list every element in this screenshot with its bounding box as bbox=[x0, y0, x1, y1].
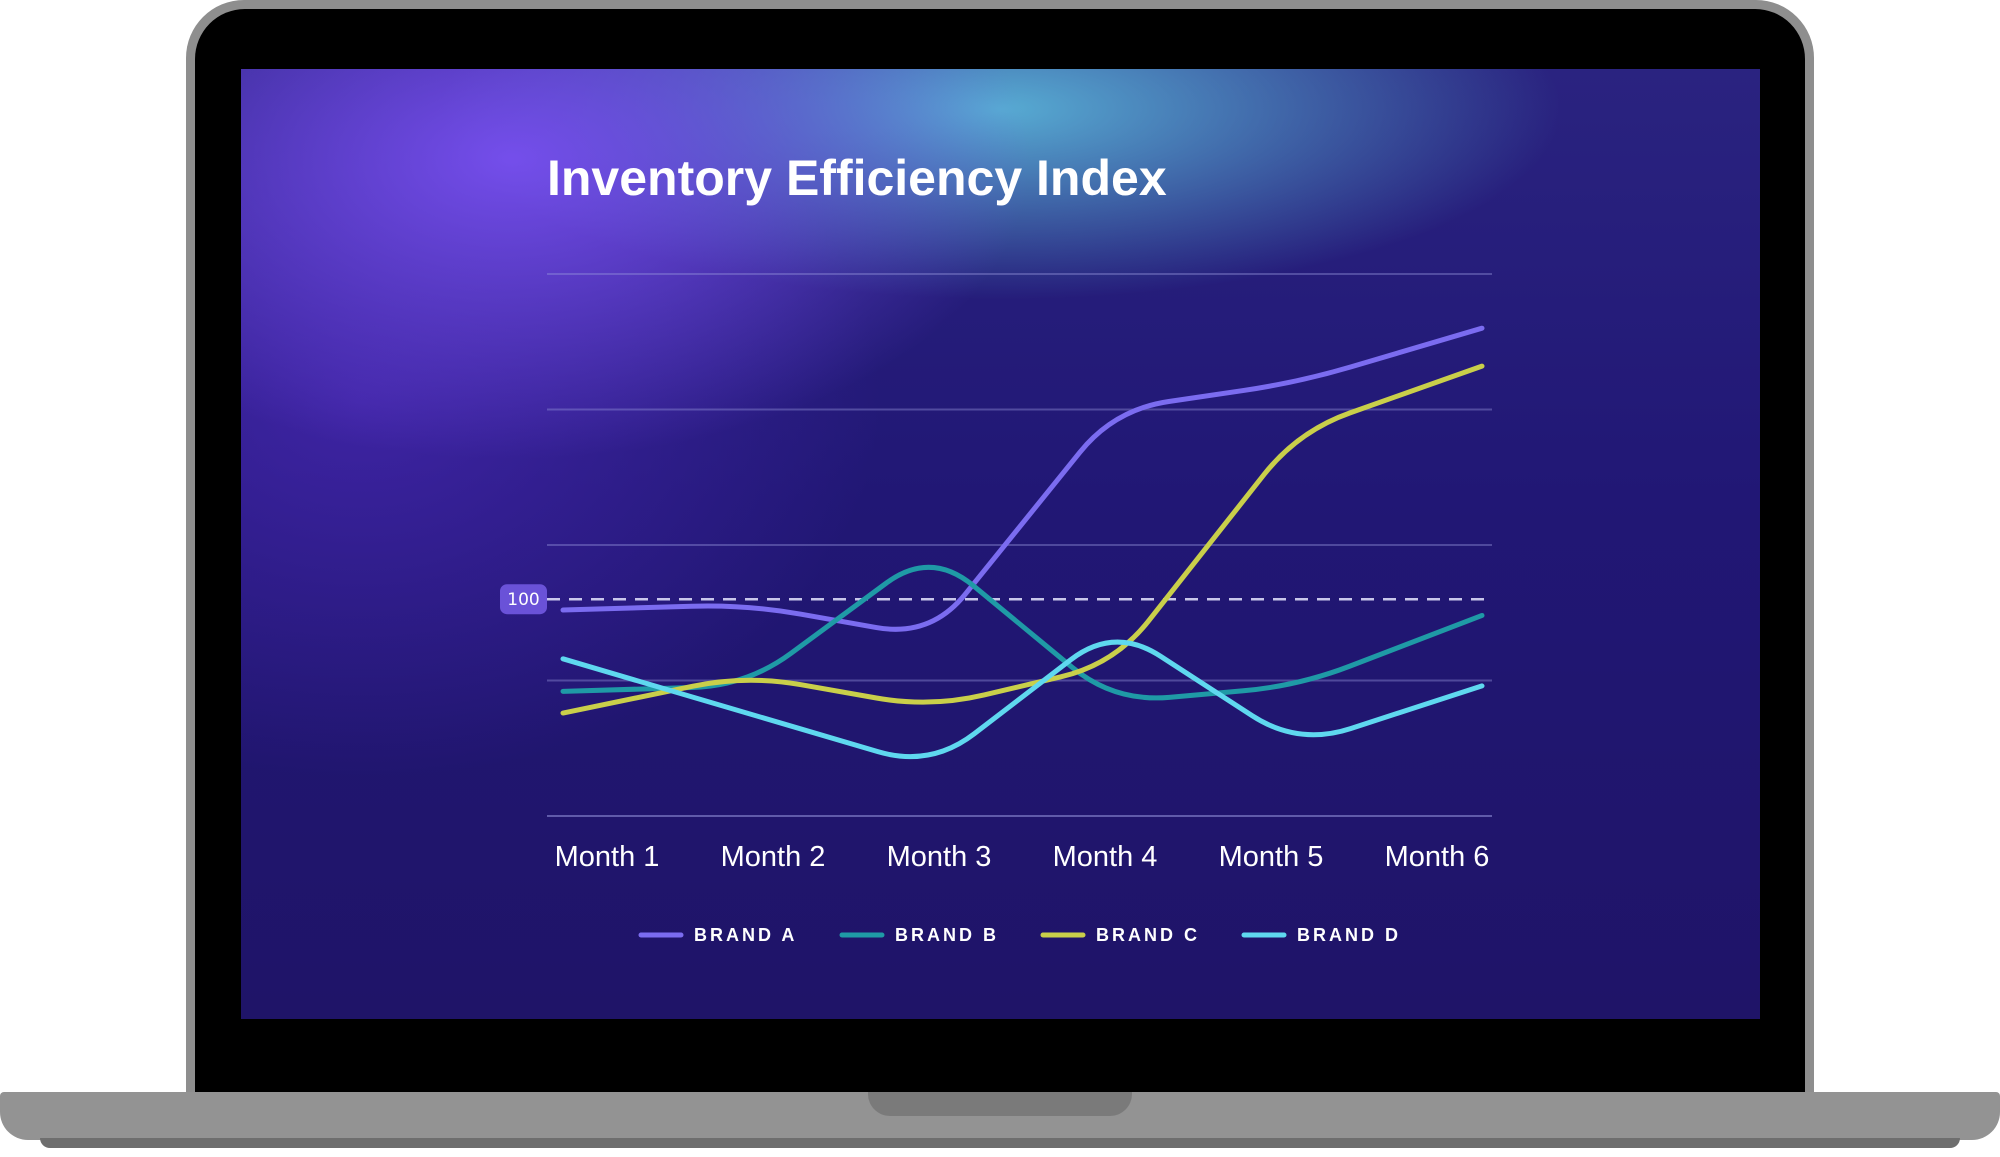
x-tick-label: Month 4 bbox=[1053, 841, 1158, 873]
reference-line-group: 100 bbox=[500, 584, 1492, 615]
legend-label: BRAND C bbox=[1096, 925, 1200, 945]
x-tick-label: Month 5 bbox=[1219, 841, 1324, 873]
x-tick-label: Month 2 bbox=[721, 841, 826, 873]
series-line-brand-d bbox=[560, 639, 1485, 760]
chart-title: Inventory Efficiency Index bbox=[547, 150, 1167, 206]
reference-badge: 100 bbox=[500, 584, 547, 615]
legend-label: BRAND D bbox=[1297, 925, 1401, 945]
line-chart: Inventory Efficiency Index 100 Month 1 Mo… bbox=[500, 150, 1492, 945]
x-tick-label: Month 6 bbox=[1385, 841, 1490, 873]
reference-badge-label: 100 bbox=[507, 590, 539, 610]
legend-item: BRAND D bbox=[1241, 925, 1401, 945]
laptop-screen: Inventory Efficiency Index 100 Month 1 Mo… bbox=[241, 69, 1760, 1019]
laptop-base-shadow bbox=[40, 1138, 1960, 1148]
x-axis-ticks: Month 1 Month 2 Month 3 Month 4 Month 5 Month… bbox=[555, 841, 1490, 873]
x-tick-label: Month 1 bbox=[555, 841, 660, 873]
series-line-brand-b bbox=[560, 564, 1485, 701]
legend-item: BRAND C bbox=[1040, 925, 1200, 945]
legend-label: BRAND A bbox=[694, 925, 797, 945]
series-line-brand-a bbox=[560, 325, 1485, 632]
reference-badge-bg bbox=[500, 584, 547, 615]
series-line-brand-c bbox=[560, 363, 1485, 716]
x-tick-label: Month 3 bbox=[887, 841, 992, 873]
grid-lines bbox=[547, 273, 1492, 817]
legend-label: BRAND B bbox=[895, 925, 999, 945]
laptop-notch bbox=[868, 1092, 1132, 1116]
legend: BRAND A BRAND B BRAND C BRAND D bbox=[638, 925, 1401, 945]
legend-item: BRAND A bbox=[638, 925, 797, 945]
series-lines bbox=[560, 325, 1485, 760]
legend-item: BRAND B bbox=[839, 925, 999, 945]
